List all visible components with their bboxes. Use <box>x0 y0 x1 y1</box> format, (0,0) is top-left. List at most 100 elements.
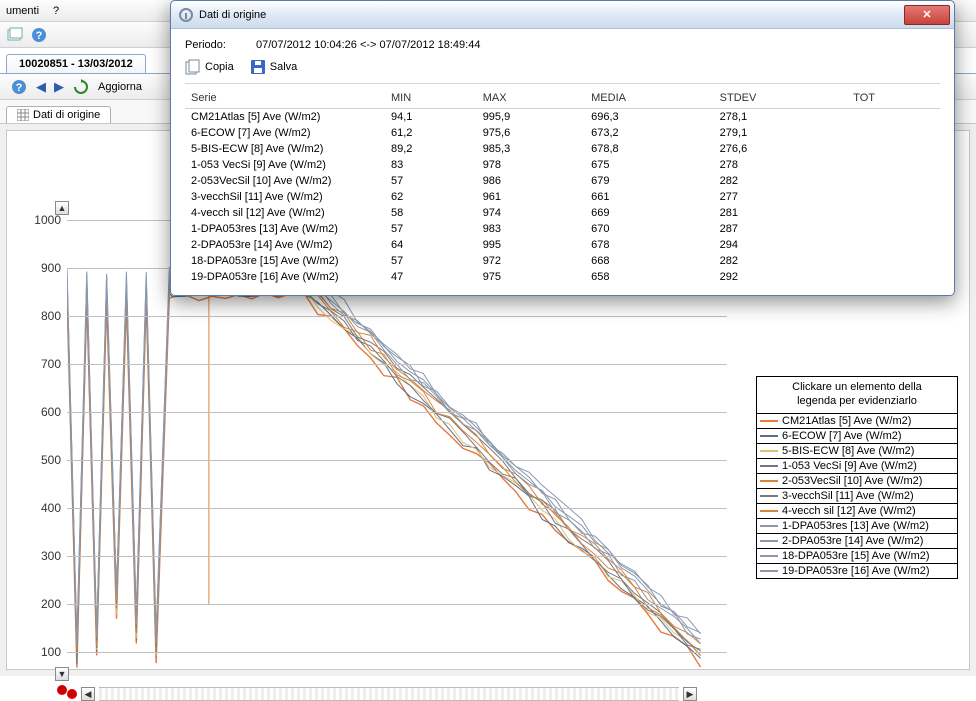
table-row[interactable]: 5-BIS-ECW [8] Ave (W/m2)89,2985,3678,827… <box>185 141 940 157</box>
y-tick-label: 900 <box>21 261 61 275</box>
table-cell: 57 <box>385 253 477 269</box>
svg-text:?: ? <box>36 30 43 42</box>
table-cell <box>847 189 940 205</box>
x-scroll-left[interactable]: ◀ <box>81 687 95 701</box>
table-row[interactable]: 1-053 VecSi [9] Ave (W/m2)83978675278 <box>185 157 940 173</box>
y-tick-label: 300 <box>21 549 61 563</box>
table-row[interactable]: 2-DPA053re [14] Ave (W/m2)64995678294 <box>185 237 940 253</box>
stats-table: SerieMINMAXMEDIASTDEVTOT CM21Atlas [5] A… <box>185 88 940 285</box>
table-cell: 985,3 <box>477 141 585 157</box>
table-cell: 986 <box>477 173 585 189</box>
legend-item[interactable]: 6-ECOW [7] Ave (W/m2) <box>757 429 957 444</box>
dialog-body: Periodo: 07/07/2012 10:04:26 <-> 07/07/2… <box>171 29 954 295</box>
table-cell <box>847 269 940 285</box>
table-cell: 83 <box>385 157 477 173</box>
gridline <box>67 412 727 413</box>
sub-tab-dati[interactable]: Dati di origine <box>6 106 111 123</box>
nav-prev-icon[interactable]: ◀ <box>36 79 46 95</box>
marker-dot[interactable] <box>57 685 67 695</box>
legend-swatch <box>760 570 778 572</box>
chart-series-line[interactable] <box>67 266 701 639</box>
table-cell: 2-DPA053re [14] Ave (W/m2) <box>185 237 385 253</box>
menu-item[interactable]: ? <box>53 5 59 17</box>
legend-label: 19-DPA053re [16] Ave (W/m2) <box>782 565 930 577</box>
y-scroll-down[interactable]: ▼ <box>55 667 69 681</box>
table-cell <box>847 141 940 157</box>
table-cell: 995,9 <box>477 109 585 126</box>
table-cell: 282 <box>714 173 848 189</box>
table-header[interactable]: STDEV <box>714 88 848 109</box>
table-header[interactable]: Serie <box>185 88 385 109</box>
table-cell: CM21Atlas [5] Ave (W/m2) <box>185 109 385 126</box>
table-row[interactable]: 1-DPA053res [13] Ave (W/m2)57983670287 <box>185 221 940 237</box>
legend-item[interactable]: CM21Atlas [5] Ave (W/m2) <box>757 414 957 429</box>
table-cell: 678,8 <box>585 141 714 157</box>
menu-item[interactable]: umenti <box>6 5 39 17</box>
table-cell: 673,2 <box>585 125 714 141</box>
table-row[interactable]: 6-ECOW [7] Ave (W/m2)61,2975,6673,2279,1 <box>185 125 940 141</box>
close-button[interactable]: ✕ <box>904 5 950 25</box>
table-cell: 279,1 <box>714 125 848 141</box>
nav-next-icon[interactable]: ▶ <box>54 79 64 95</box>
help-icon[interactable]: ? <box>10 78 28 96</box>
legend-swatch <box>760 555 778 557</box>
y-tick-label: 700 <box>21 357 61 371</box>
table-cell <box>847 237 940 253</box>
document-tab[interactable]: 10020851 - 13/03/2012 <box>6 54 146 73</box>
copia-button[interactable]: Copia <box>185 59 234 75</box>
help-icon[interactable]: ? <box>30 26 48 44</box>
copy-icon <box>185 59 201 75</box>
dialog-titlebar[interactable]: Dati di origine ✕ <box>171 1 954 29</box>
table-cell: 19-DPA053re [16] Ave (W/m2) <box>185 269 385 285</box>
chart-series-line[interactable] <box>67 268 701 639</box>
table-cell: 278,1 <box>714 109 848 126</box>
table-row[interactable]: 19-DPA053re [16] Ave (W/m2)47975658292 <box>185 269 940 285</box>
table-header[interactable]: MAX <box>477 88 585 109</box>
periodo-label: Periodo: <box>185 39 226 51</box>
table-cell: 972 <box>477 253 585 269</box>
legend-item[interactable]: 1-053 VecSi [9] Ave (W/m2) <box>757 459 957 474</box>
table-header[interactable]: TOT <box>847 88 940 109</box>
table-cell: 670 <box>585 221 714 237</box>
legend-item[interactable]: 18-DPA053re [15] Ave (W/m2) <box>757 549 957 564</box>
legend-item[interactable]: 4-vecch sil [12] Ave (W/m2) <box>757 504 957 519</box>
table-row[interactable]: 4-vecch sil [12] Ave (W/m2)58974669281 <box>185 205 940 221</box>
table-cell: 276,6 <box>714 141 848 157</box>
legend-item[interactable]: 2-053VecSil [10] Ave (W/m2) <box>757 474 957 489</box>
table-cell: 1-053 VecSi [9] Ave (W/m2) <box>185 157 385 173</box>
legend-item[interactable]: 3-vecchSil [11] Ave (W/m2) <box>757 489 957 504</box>
table-cell: 975 <box>477 269 585 285</box>
y-scroll: ▲ <box>55 201 69 215</box>
table-row[interactable]: 3-vecchSil [11] Ave (W/m2)62961661277 <box>185 189 940 205</box>
table-cell: 661 <box>585 189 714 205</box>
table-header[interactable]: MEDIA <box>585 88 714 109</box>
legend-label: 2-DPA053re [14] Ave (W/m2) <box>782 535 923 547</box>
dialog-toolbar: Copia Salva <box>185 59 940 84</box>
salva-button[interactable]: Salva <box>250 59 298 75</box>
periodo-row: Periodo: 07/07/2012 10:04:26 <-> 07/07/2… <box>185 35 940 59</box>
table-cell: 292 <box>714 269 848 285</box>
legend-item[interactable]: 2-DPA053re [14] Ave (W/m2) <box>757 534 957 549</box>
marker-dot[interactable] <box>67 689 77 699</box>
gridline <box>67 364 727 365</box>
refresh-icon[interactable] <box>72 78 90 96</box>
legend-item[interactable]: 1-DPA053res [13] Ave (W/m2) <box>757 519 957 534</box>
y-tick-label: 400 <box>21 501 61 515</box>
refresh-label[interactable]: Aggiorna <box>98 81 142 93</box>
legend-item[interactable]: 5-BIS-ECW [8] Ave (W/m2) <box>757 444 957 459</box>
table-row[interactable]: 2-053VecSil [10] Ave (W/m2)57986679282 <box>185 173 940 189</box>
toolbar-icon[interactable] <box>6 26 24 44</box>
table-cell: 675 <box>585 157 714 173</box>
table-cell: 62 <box>385 189 477 205</box>
svg-text:?: ? <box>16 82 23 94</box>
table-row[interactable]: CM21Atlas [5] Ave (W/m2)94,1995,9696,327… <box>185 109 940 126</box>
y-scroll-up[interactable]: ▲ <box>55 201 69 215</box>
legend-item[interactable]: 19-DPA053re [16] Ave (W/m2) <box>757 564 957 578</box>
table-row[interactable]: 18-DPA053re [15] Ave (W/m2)57972668282 <box>185 253 940 269</box>
table-cell: 2-053VecSil [10] Ave (W/m2) <box>185 173 385 189</box>
table-cell: 278 <box>714 157 848 173</box>
x-scroll-track[interactable] <box>99 687 679 701</box>
x-scroll-right[interactable]: ▶ <box>683 687 697 701</box>
table-header[interactable]: MIN <box>385 88 477 109</box>
table-cell: 678 <box>585 237 714 253</box>
